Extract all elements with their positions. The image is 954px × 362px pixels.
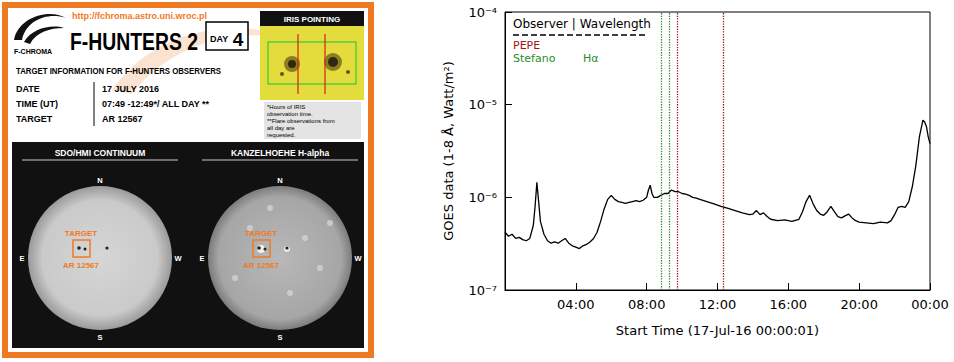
svg-text:W: W	[354, 254, 362, 263]
svg-text:GOES data (1-8 Å, Watt/m²): GOES data (1-8 Å, Watt/m²)	[441, 61, 456, 240]
svg-text:Observer | Wavelength: Observer | Wavelength	[513, 17, 651, 31]
svg-text:AR 12567: AR 12567	[63, 261, 100, 270]
svg-text:17 JULY 2016: 17 JULY 2016	[102, 84, 159, 94]
svg-text:E: E	[19, 254, 24, 263]
svg-text:W: W	[174, 254, 182, 263]
svg-text:S: S	[277, 333, 282, 342]
svg-text:AR 12567: AR 12567	[102, 114, 143, 124]
svg-text:F-HUNTERS 2: F-HUNTERS 2	[70, 28, 198, 55]
svg-text:S: S	[97, 333, 102, 342]
svg-text:observation time.: observation time.	[267, 111, 313, 117]
svg-text:http://fchroma.astro.uni.wroc.: http://fchroma.astro.uni.wroc.pl	[72, 11, 207, 21]
svg-text:10⁻⁴: 10⁻⁴	[468, 5, 497, 20]
svg-text:Start Time (17-Jul-16 00:00:01: Start Time (17-Jul-16 00:00:01)	[616, 323, 819, 338]
svg-text:TARGET INFORMATION FOR F-HUNTE: TARGET INFORMATION FOR F-HUNTERS OBSERVE…	[16, 66, 221, 76]
svg-text:Hα: Hα	[583, 52, 599, 65]
svg-text:07:49 -12:49*/ ALL DAY **: 07:49 -12:49*/ ALL DAY **	[102, 99, 210, 109]
svg-text:DAY: DAY	[210, 34, 228, 44]
svg-text:TIME (UT): TIME (UT)	[16, 99, 58, 109]
svg-text:08:00: 08:00	[628, 297, 665, 312]
svg-text:N: N	[97, 176, 102, 185]
svg-text:IRIS POINTING: IRIS POINTING	[284, 15, 340, 24]
svg-text:**Flare observations from: **Flare observations from	[267, 118, 335, 124]
svg-text:N: N	[277, 176, 282, 185]
svg-text:04:00: 04:00	[557, 297, 594, 312]
svg-text:TARGET: TARGET	[245, 229, 277, 238]
svg-text:10⁻⁵: 10⁻⁵	[468, 97, 497, 112]
svg-text:TARGET: TARGET	[16, 114, 53, 124]
svg-text:AR 12567: AR 12567	[243, 261, 280, 270]
svg-text:requested.: requested.	[267, 132, 296, 138]
svg-text:10⁻⁶: 10⁻⁶	[468, 190, 497, 205]
svg-text:4: 4	[233, 29, 244, 50]
svg-text:SDO/HMI CONTINUUM: SDO/HMI CONTINUUM	[55, 148, 146, 158]
svg-text:12:00: 12:00	[699, 297, 736, 312]
svg-text:TARGET: TARGET	[65, 229, 97, 238]
svg-text:20:00: 20:00	[840, 297, 877, 312]
svg-text:E: E	[199, 254, 204, 263]
svg-text:16:00: 16:00	[770, 297, 807, 312]
svg-text:F-CHROMA: F-CHROMA	[14, 48, 52, 55]
svg-text:KANZELHOEHE H-alpha: KANZELHOEHE H-alpha	[231, 148, 330, 158]
svg-text:10⁻⁷: 10⁻⁷	[468, 283, 497, 298]
svg-text:DATE: DATE	[16, 84, 40, 94]
svg-text:PEPE: PEPE	[513, 39, 540, 52]
svg-text:all day are: all day are	[267, 125, 295, 131]
svg-text:00:00: 00:00	[911, 297, 948, 312]
svg-text:Stefano: Stefano	[513, 52, 556, 65]
svg-text:*Hours of IRIS: *Hours of IRIS	[267, 104, 305, 110]
